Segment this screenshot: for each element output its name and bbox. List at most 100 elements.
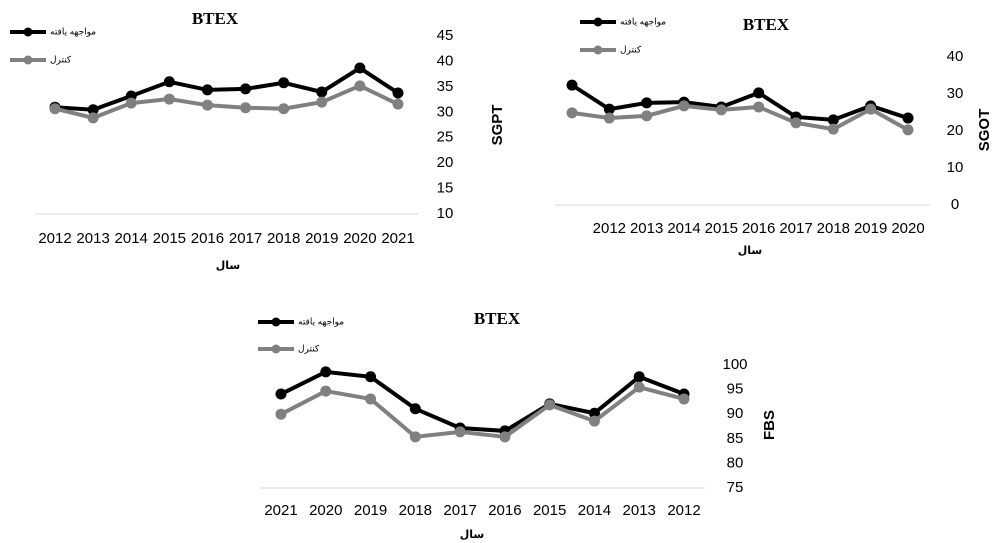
x-tick-label: 2017 bbox=[779, 220, 812, 237]
chart-title: BTEX bbox=[474, 309, 521, 328]
data-point bbox=[566, 79, 578, 91]
legend-marker bbox=[593, 45, 603, 55]
y-tick-label: 45 bbox=[437, 27, 454, 44]
data-point bbox=[753, 101, 765, 113]
legend-marker bbox=[23, 27, 33, 37]
x-tick-label: 2019 bbox=[354, 502, 387, 519]
x-tick-label: 2021 bbox=[381, 230, 414, 247]
x-tick-label: 2013 bbox=[623, 502, 656, 519]
data-point bbox=[275, 388, 287, 400]
data-point bbox=[240, 102, 252, 114]
data-point bbox=[240, 83, 252, 95]
data-point bbox=[588, 407, 600, 419]
data-point bbox=[678, 100, 690, 112]
data-point bbox=[201, 84, 213, 96]
x-tick-label: 2016 bbox=[742, 220, 775, 237]
data-point bbox=[753, 87, 765, 99]
series-line bbox=[571, 103, 909, 132]
data-point bbox=[316, 96, 328, 108]
y-tick-label: 25 bbox=[437, 129, 454, 146]
x-tick-label: 2014 bbox=[578, 502, 611, 519]
data-point bbox=[499, 431, 511, 443]
y-tick-label: 95 bbox=[727, 381, 744, 398]
y-tick-label: 40 bbox=[437, 52, 454, 69]
y-axis-label: FBS bbox=[761, 410, 778, 440]
y-tick-label: 40 bbox=[947, 48, 964, 65]
data-point bbox=[87, 112, 99, 124]
x-axis-label: سال bbox=[216, 260, 241, 272]
y-tick-label: 100 bbox=[722, 356, 747, 373]
data-point bbox=[790, 117, 802, 129]
data-point bbox=[409, 431, 421, 443]
series-line bbox=[570, 83, 909, 122]
x-tick-label: 2016 bbox=[191, 230, 224, 247]
data-point bbox=[641, 110, 653, 122]
y-tick-label: 75 bbox=[727, 479, 744, 496]
x-tick-label: 2012 bbox=[593, 220, 626, 237]
x-tick-label: 2019 bbox=[854, 220, 887, 237]
data-point bbox=[125, 97, 137, 109]
data-point bbox=[354, 62, 366, 74]
data-point bbox=[354, 80, 366, 92]
data-point bbox=[278, 77, 290, 89]
data-point bbox=[902, 112, 914, 124]
y-tick-label: 20 bbox=[437, 154, 454, 171]
data-point bbox=[603, 103, 615, 115]
x-tick-label: 2021 bbox=[264, 502, 297, 519]
y-tick-label: 80 bbox=[727, 454, 744, 471]
legend-marker bbox=[271, 344, 281, 354]
chart-title: BTEX bbox=[743, 15, 790, 34]
legend-marker bbox=[271, 317, 281, 327]
data-point bbox=[827, 123, 839, 135]
y-tick-label: 15 bbox=[437, 180, 454, 197]
x-tick-label: 2015 bbox=[153, 230, 186, 247]
x-tick-label: 2012 bbox=[667, 502, 700, 519]
legend-label: کنترل bbox=[50, 54, 72, 64]
y-tick-label: 0 bbox=[951, 196, 959, 213]
legend-label: کنترل bbox=[620, 44, 642, 54]
x-tick-label: 2019 bbox=[305, 230, 338, 247]
data-point bbox=[454, 426, 466, 438]
x-tick-label: 2014 bbox=[667, 220, 700, 237]
x-axis-label: سال bbox=[460, 529, 485, 541]
x-tick-label: 2015 bbox=[533, 502, 566, 519]
x-tick-label: 2020 bbox=[309, 502, 342, 519]
data-point bbox=[827, 114, 839, 126]
data-point bbox=[365, 371, 377, 383]
x-tick-label: 2013 bbox=[630, 220, 663, 237]
x-tick-label: 2018 bbox=[399, 502, 432, 519]
data-point bbox=[163, 76, 175, 88]
data-point bbox=[633, 381, 645, 393]
data-point bbox=[320, 385, 332, 397]
series-line bbox=[54, 83, 399, 120]
data-point bbox=[49, 103, 61, 115]
legend-marker bbox=[593, 17, 603, 27]
legend-label: کنترل bbox=[298, 343, 320, 353]
x-tick-label: 2018 bbox=[817, 220, 850, 237]
y-tick-label: 30 bbox=[437, 103, 454, 120]
data-point bbox=[87, 104, 99, 116]
series-line bbox=[54, 65, 400, 112]
data-point bbox=[678, 393, 690, 405]
data-point bbox=[316, 86, 328, 98]
y-tick-label: 20 bbox=[947, 122, 964, 139]
x-tick-label: 2015 bbox=[705, 220, 738, 237]
series-line bbox=[280, 384, 685, 439]
series-line bbox=[280, 369, 685, 433]
x-tick-label: 2013 bbox=[76, 230, 109, 247]
data-point bbox=[603, 112, 615, 124]
data-point bbox=[566, 107, 578, 119]
x-tick-label: 2012 bbox=[38, 230, 71, 247]
y-tick-label: 10 bbox=[947, 159, 964, 176]
y-tick-label: 10 bbox=[437, 205, 454, 222]
data-point bbox=[588, 415, 600, 427]
chart-title: BTEX bbox=[192, 9, 239, 28]
data-point bbox=[163, 93, 175, 105]
data-point bbox=[409, 403, 421, 415]
data-point bbox=[633, 371, 645, 383]
data-point bbox=[865, 103, 877, 115]
x-tick-label: 2014 bbox=[115, 230, 148, 247]
data-point bbox=[902, 124, 914, 136]
x-tick-label: 2017 bbox=[443, 502, 476, 519]
